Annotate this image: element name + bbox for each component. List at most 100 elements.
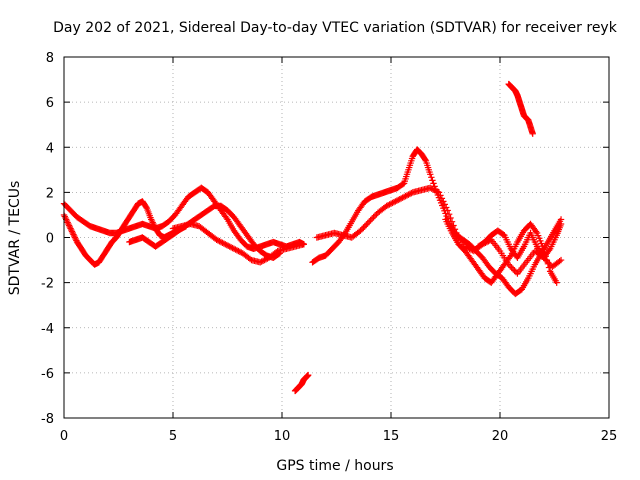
data-point bbox=[432, 187, 440, 195]
data-point bbox=[371, 212, 379, 219]
x-tick-label: 0 bbox=[60, 429, 68, 444]
data-point bbox=[223, 214, 230, 222]
x-tick-label: 10 bbox=[274, 429, 291, 444]
data-point bbox=[386, 201, 393, 208]
data-point bbox=[557, 220, 565, 228]
data-point bbox=[213, 236, 220, 243]
data-point bbox=[429, 177, 436, 184]
data-point bbox=[62, 214, 69, 222]
y-tick-label: -6 bbox=[41, 367, 54, 382]
data-point bbox=[397, 195, 405, 202]
data-point bbox=[300, 241, 307, 248]
data-point bbox=[304, 371, 312, 379]
series-track-4 bbox=[169, 220, 307, 266]
data-point bbox=[63, 217, 71, 225]
series-track-2 bbox=[60, 184, 307, 252]
data-point bbox=[383, 202, 390, 210]
data-point bbox=[226, 243, 233, 250]
data-point bbox=[214, 237, 222, 244]
data-point bbox=[142, 203, 150, 211]
data-point bbox=[406, 190, 414, 198]
y-tick-label: -4 bbox=[41, 322, 54, 337]
data-point bbox=[557, 256, 565, 264]
chart-title: Day 202 of 2021, Sidereal Day-to-day VTE… bbox=[53, 20, 618, 36]
data-point bbox=[395, 196, 402, 204]
data-point bbox=[229, 244, 236, 252]
x-tick-label: 15 bbox=[383, 429, 400, 444]
data-point bbox=[246, 255, 254, 263]
data-point bbox=[261, 256, 268, 264]
data-point bbox=[71, 234, 79, 241]
data-point bbox=[443, 204, 450, 211]
series-track-6 bbox=[309, 146, 565, 298]
data-point bbox=[370, 213, 377, 221]
data-point bbox=[556, 257, 563, 265]
data-point bbox=[223, 241, 230, 249]
data-point bbox=[69, 229, 76, 237]
data-point bbox=[262, 256, 270, 263]
data-point bbox=[364, 220, 371, 227]
series-track-9 bbox=[505, 80, 536, 137]
data-point bbox=[451, 226, 459, 233]
data-point bbox=[393, 197, 401, 204]
data-point bbox=[366, 218, 373, 225]
data-point bbox=[258, 258, 265, 265]
data-point bbox=[511, 267, 518, 274]
data-point bbox=[402, 192, 409, 200]
data-point bbox=[540, 245, 547, 252]
x-tick-label: 5 bbox=[169, 429, 177, 444]
data-point bbox=[361, 223, 369, 230]
data-point bbox=[259, 257, 267, 265]
data-point bbox=[437, 192, 444, 199]
data-point bbox=[441, 201, 448, 208]
data-point bbox=[543, 256, 551, 264]
data-point bbox=[408, 189, 415, 197]
data-point bbox=[360, 224, 367, 231]
grid bbox=[64, 57, 609, 418]
y-tick-label: -8 bbox=[41, 412, 54, 427]
data-point bbox=[233, 247, 241, 254]
data-point bbox=[508, 264, 515, 271]
data-point bbox=[438, 195, 446, 202]
y-tick-label: 4 bbox=[46, 141, 54, 156]
y-tick-label: -2 bbox=[41, 277, 54, 292]
data-point bbox=[357, 227, 364, 234]
data-point bbox=[70, 232, 78, 240]
data-point bbox=[358, 226, 366, 233]
data-point bbox=[506, 262, 514, 270]
data-point bbox=[389, 199, 396, 207]
data-point bbox=[67, 225, 74, 232]
data-point bbox=[363, 221, 370, 228]
data-point bbox=[400, 193, 408, 201]
data-point bbox=[429, 186, 437, 193]
data-point bbox=[384, 201, 392, 209]
data-point bbox=[235, 247, 242, 255]
data-point bbox=[399, 194, 406, 201]
data-point bbox=[447, 214, 454, 222]
data-point bbox=[65, 222, 73, 229]
data-point bbox=[219, 239, 226, 246]
data-point bbox=[220, 240, 228, 247]
data-point bbox=[272, 248, 280, 256]
y-tick-label: 8 bbox=[46, 51, 54, 66]
data-point bbox=[148, 217, 156, 225]
data-point bbox=[392, 198, 399, 205]
data-point bbox=[217, 238, 225, 246]
series-track-3 bbox=[126, 202, 284, 262]
data-point bbox=[431, 186, 438, 194]
data-point bbox=[445, 210, 453, 218]
x-axis-label: GPS time / hours bbox=[276, 458, 393, 474]
data-point bbox=[68, 228, 76, 235]
data-point bbox=[506, 253, 514, 261]
data-point bbox=[448, 218, 456, 225]
data-point bbox=[396, 195, 403, 203]
data-point bbox=[440, 198, 447, 205]
data-point bbox=[427, 171, 434, 178]
data-point bbox=[216, 238, 223, 245]
data-point bbox=[434, 188, 441, 195]
y-tick-label: 6 bbox=[46, 96, 54, 111]
tick-labels: 0 5 10 15 20 25 -8 -6 -4 -2 0 2 4 6 8 bbox=[41, 51, 617, 444]
data-point bbox=[553, 279, 560, 286]
data-point bbox=[405, 191, 412, 198]
data-point bbox=[387, 200, 395, 207]
